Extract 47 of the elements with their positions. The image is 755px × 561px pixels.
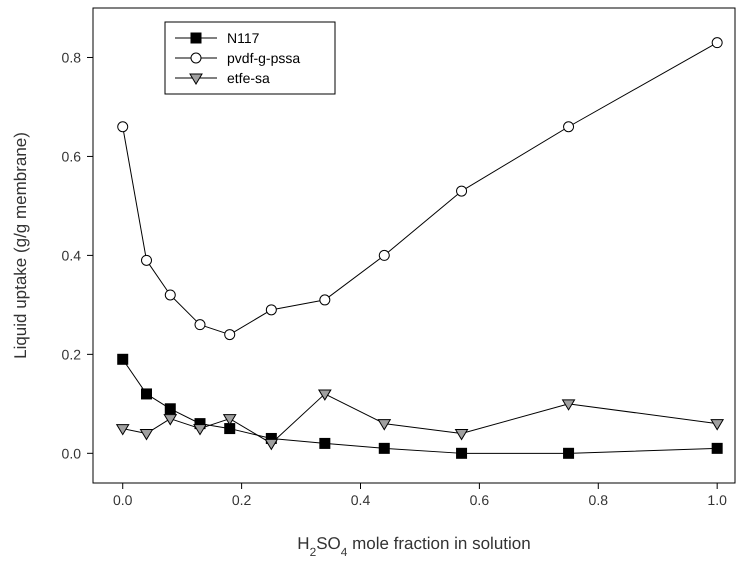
point	[456, 448, 468, 459]
y-axis-title: Liquid uptake (g/g membrane)	[11, 132, 30, 359]
point	[141, 254, 152, 266]
point	[563, 121, 574, 132]
point	[712, 442, 723, 454]
point	[710, 419, 724, 430]
point	[141, 388, 152, 400]
x-tick-label: 0.8	[588, 492, 608, 508]
point	[164, 414, 177, 426]
x-tick-label: 0.6	[470, 492, 490, 508]
point	[319, 438, 330, 449]
y-tick-label: 0.6	[62, 148, 82, 164]
y-tick-label: 0.0	[62, 445, 82, 462]
point	[224, 329, 236, 340]
point	[455, 429, 468, 440]
point	[116, 424, 130, 436]
point	[563, 448, 574, 459]
point	[264, 438, 278, 450]
point	[378, 419, 391, 430]
x-tick-label: 0.0	[112, 492, 133, 508]
point	[194, 319, 206, 330]
x-tick-label: 0.2	[232, 492, 252, 508]
point	[318, 389, 332, 400]
point	[164, 403, 176, 414]
point	[223, 414, 236, 426]
y-tick-label: 0.4	[62, 247, 82, 264]
point	[378, 250, 390, 261]
point	[117, 121, 128, 132]
point	[319, 294, 330, 306]
point	[562, 399, 576, 410]
x-tick-label: 0.4	[350, 492, 370, 508]
point	[117, 354, 128, 365]
legend-label: pvdf-g-pssa	[227, 50, 300, 66]
point	[194, 424, 206, 436]
x-tick-label: 1.0	[707, 492, 728, 508]
y-tick-label: 0.8	[62, 49, 82, 66]
point	[378, 442, 390, 454]
point	[266, 304, 277, 316]
point	[712, 37, 723, 48]
point	[140, 429, 153, 440]
y-tick-label: 0.2	[62, 346, 82, 362]
point	[456, 186, 468, 197]
point	[224, 423, 236, 434]
point	[164, 289, 176, 300]
x-axis-title: H$_{2}$SO$_{4}$ mole fraction in solution	[297, 534, 531, 559]
legend-label: N117	[227, 30, 260, 46]
legend-label: etfe-sa	[227, 70, 270, 86]
